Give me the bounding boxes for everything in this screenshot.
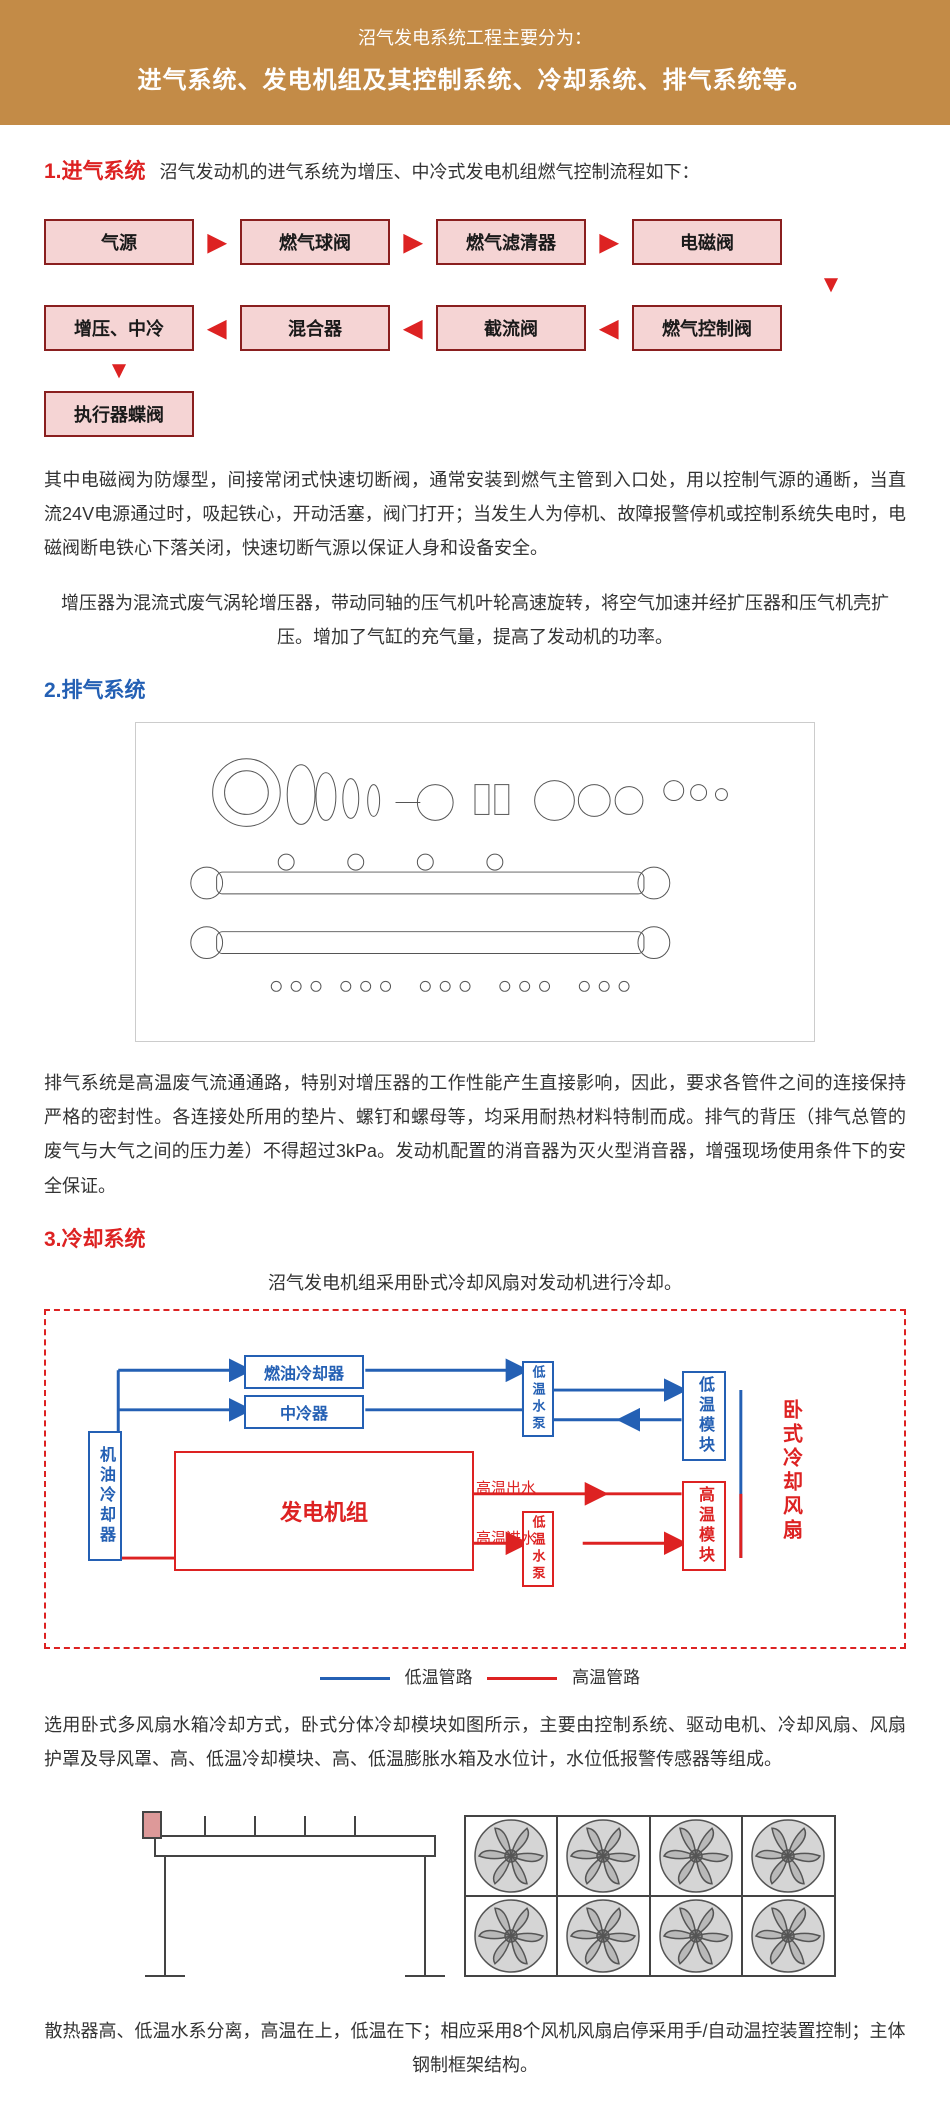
arrow-down-icon: ▼ <box>756 271 906 299</box>
s1-desc: 沼气发动机的进气系统为增压、中冷式发电机组燃气控制流程如下： <box>160 158 700 184</box>
arrow-left-icon: ◀ <box>586 314 632 343</box>
box-fan-label: 卧式冷却风扇 <box>766 1371 816 1571</box>
s2-para1: 排气系统是高温废气流通通路，特别对增压器的工作性能产生直接影响，因此，要求各管件… <box>44 1066 906 1203</box>
box-fuel-cooler: 燃油冷却器 <box>244 1355 364 1389</box>
s3-para1: 选用卧式多风扇水箱冷却方式，卧式分体冷却模块如图所示，主要由控制系统、驱动电机、… <box>44 1708 906 1776</box>
box-high-module: 高温模块 <box>682 1481 726 1571</box>
fan-unit-figure <box>95 1796 855 1996</box>
arrow-left-icon: ◀ <box>194 314 240 343</box>
box-generator: 发电机组 <box>174 1451 474 1571</box>
flow-box: 电磁阀 <box>632 219 782 265</box>
arrow-down-icon: ▼ <box>44 357 194 385</box>
legend-blue-bar <box>320 1677 390 1680</box>
box-oil-cooler: 机油冷却器 <box>88 1431 122 1561</box>
legend-red-bar <box>487 1677 557 1680</box>
s1-title: 1.进气系统 <box>44 155 146 185</box>
section-exhaust: 2.排气系统 <box>44 674 906 1203</box>
flow-box: 燃气滤清器 <box>436 219 586 265</box>
s3-title: 3.冷却系统 <box>44 1223 906 1253</box>
banner-subtitle: 沼气发电系统工程主要分为： <box>20 24 930 50</box>
section-intake: 1.进气系统 沼气发动机的进气系统为增压、中冷式发电机组燃气控制流程如下： 气源… <box>44 155 906 654</box>
flow-box: 燃气球阀 <box>240 219 390 265</box>
arrow-right-icon: ▶ <box>586 228 632 257</box>
flow-box: 执行器蝶阀 <box>44 391 194 437</box>
section-cooling: 3.冷却系统 沼气发电机组采用卧式冷却风扇对发动机进行冷却。 <box>44 1223 906 2083</box>
flow-diagram: 气源 ▶ 燃气球阀 ▶ 燃气滤清器 ▶ 电磁阀 ▼ 增压、中冷 ◀ 混合器 ◀ … <box>44 219 906 437</box>
exhaust-exploded-figure <box>135 722 815 1042</box>
flow-box: 混合器 <box>240 305 390 351</box>
s3-para2: 散热器高、低温水系分离，高温在上，低温在下；相应采用8个风机风扇启停采用手/自动… <box>44 2014 906 2082</box>
s1-para1: 其中电磁阀为防爆型，间接常闭式快速切断阀，通常安装到燃气主管到入口处，用以控制气… <box>44 463 906 566</box>
content-area: 1.进气系统 沼气发动机的进气系统为增压、中冷式发电机组燃气控制流程如下： 气源… <box>0 125 950 2122</box>
flow-box: 气源 <box>44 219 194 265</box>
box-low-pump: 低温水泵 <box>522 1361 554 1437</box>
banner-title: 进气系统、发电机组及其控制系统、冷却系统、排气系统等。 <box>20 60 930 95</box>
s1-para2: 增压器为混流式废气涡轮增压器，带动同轴的压气机叶轮高速旋转，将空气加速并经扩压器… <box>44 586 906 654</box>
arrow-left-icon: ◀ <box>390 314 436 343</box>
label-hot-out: 高温出水 <box>476 1477 536 1498</box>
flow-box: 增压、中冷 <box>44 305 194 351</box>
label-hot-in: 高温进水 <box>476 1527 536 1548</box>
s2-title: 2.排气系统 <box>44 674 906 704</box>
flow-box: 截流阀 <box>436 305 586 351</box>
legend-high: 高温管路 <box>572 1668 640 1687</box>
cooling-legend: 低温管路 高温管路 <box>44 1663 906 1688</box>
box-low-module: 低温模块 <box>682 1371 726 1461</box>
legend-low: 低温管路 <box>405 1668 473 1687</box>
header-banner: 沼气发电系统工程主要分为： 进气系统、发电机组及其控制系统、冷却系统、排气系统等… <box>0 0 950 125</box>
box-high-pump: 低温水泵 <box>522 1511 554 1587</box>
cooling-schematic: 机油冷却器 燃油冷却器 中冷器 发电机组 低温水泵 低温水泵 低温模块 高温模块… <box>44 1309 906 1649</box>
arrow-right-icon: ▶ <box>194 228 240 257</box>
arrow-right-icon: ▶ <box>390 228 436 257</box>
box-intercooler: 中冷器 <box>244 1395 364 1429</box>
flow-box: 燃气控制阀 <box>632 305 782 351</box>
s3-intro: 沼气发电机组采用卧式冷却风扇对发动机进行冷却。 <box>44 1269 906 1295</box>
